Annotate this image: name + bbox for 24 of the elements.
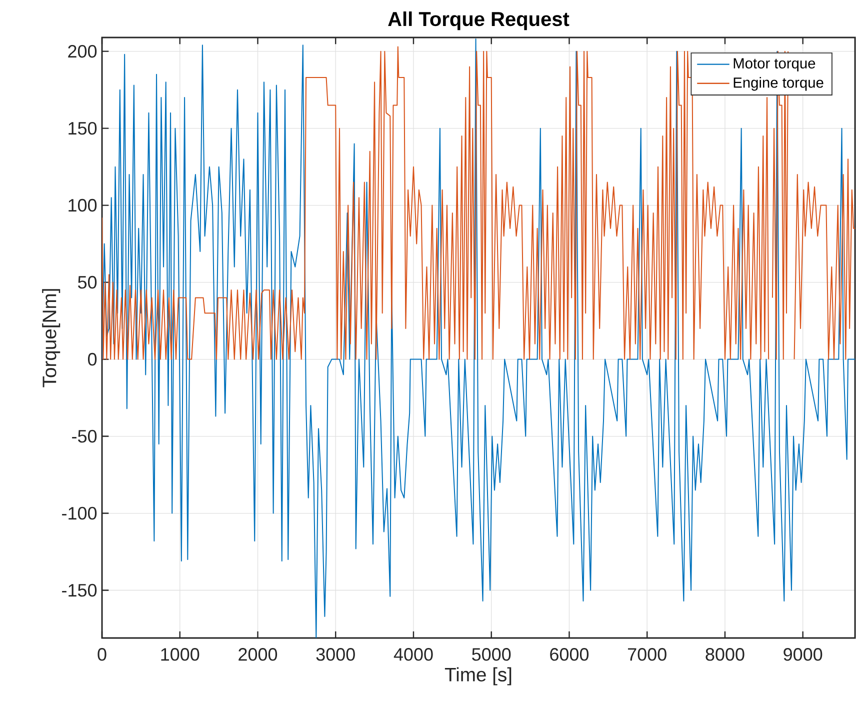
y-axis-title: Torque[Nm] xyxy=(42,289,60,388)
x-tick-label: 8000 xyxy=(706,648,744,661)
x-tick-label: 5000 xyxy=(472,648,511,661)
y-tick-label: 0 xyxy=(88,352,97,366)
y-tick-label: 200 xyxy=(68,44,97,58)
legend-label: Engine torque xyxy=(734,77,824,91)
x-tick-label: 2000 xyxy=(238,648,278,661)
x-tick-label: 6000 xyxy=(550,648,589,661)
line-series xyxy=(102,38,856,638)
y-tick-label: -150 xyxy=(62,584,97,597)
x-tick-label: 1000 xyxy=(161,648,200,661)
x-tick-label: 9000 xyxy=(784,648,822,661)
chart-title: All Torque Request xyxy=(388,11,570,30)
y-tick-label: 50 xyxy=(78,276,97,289)
legend-label: Motor torque xyxy=(734,58,816,72)
x-tick-label: 3000 xyxy=(316,648,355,661)
x-tick-label: 0 xyxy=(98,648,106,661)
y-tick-label: 150 xyxy=(68,122,97,135)
x-axis-title: Time [s] xyxy=(444,667,512,686)
x-tick-label: 7000 xyxy=(628,648,666,661)
x-tick-label: 4000 xyxy=(394,648,433,661)
y-tick-label: 100 xyxy=(68,198,97,212)
y-tick-label: -100 xyxy=(62,506,97,520)
y-tick-label: -50 xyxy=(72,430,97,443)
